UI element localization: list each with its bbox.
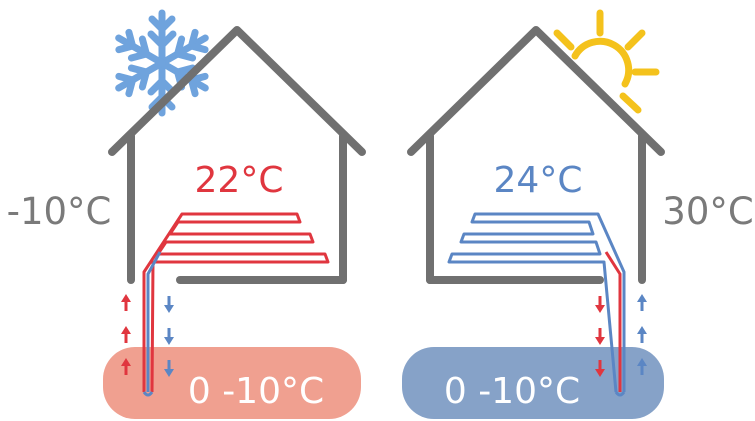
summer-scene: 24°C 30°C 0 -10°C [402, 9, 754, 419]
winter-return-pipe [146, 251, 162, 392]
summer-floor-pipes [447, 212, 626, 393]
summer-down-arrows [595, 296, 605, 377]
summer-house [407, 26, 665, 284]
winter-down-arrows [164, 296, 174, 377]
winter-house [108, 26, 366, 284]
winter-floor-pipes [142, 212, 330, 393]
sun-icon [553, 9, 660, 114]
summer-inside-temp: 24°C [494, 160, 583, 201]
winter-scene: 22°C -10°C 0 -10°C [7, 9, 366, 419]
summer-ground-temp: 0 -10°C [444, 371, 580, 412]
winter-inside-temp: 22°C [195, 160, 284, 201]
summer-return-pipe [604, 251, 622, 392]
winter-up-arrows [121, 294, 131, 375]
summer-up-arrows [637, 294, 647, 375]
winter-pipe-loop [142, 391, 154, 397]
winter-ground-temp: 0 -10°C [188, 371, 324, 412]
summer-pipe-loop [614, 391, 626, 397]
snowflake-icon [113, 9, 211, 113]
summer-outside-temp: 30°C [662, 190, 753, 233]
winter-outside-temp: -10°C [7, 190, 112, 233]
